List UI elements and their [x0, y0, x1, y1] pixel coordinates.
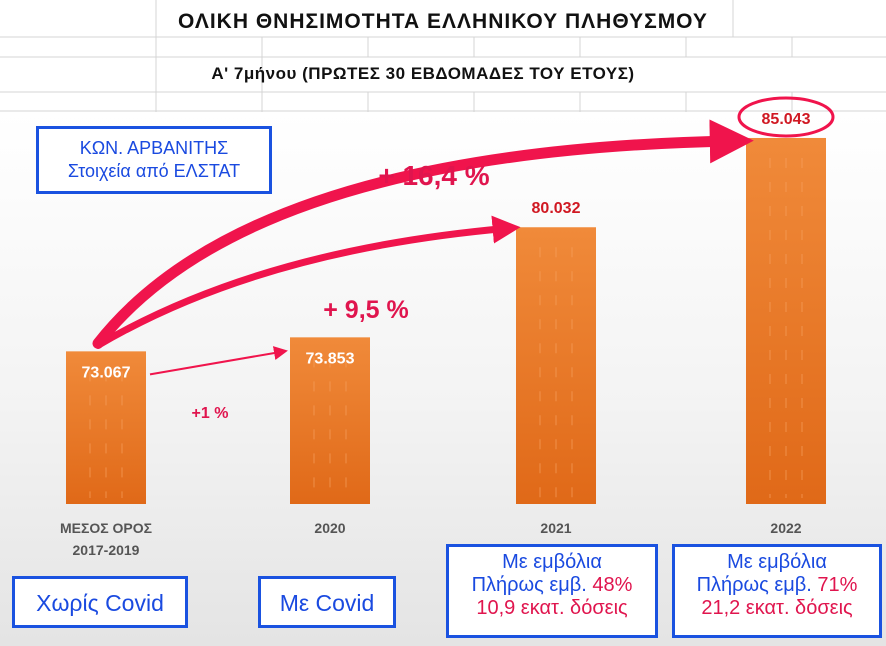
vaccine-2021-percent: 48% [592, 574, 633, 596]
grid-lines [0, 0, 886, 112]
author-name: ΚΩΝ. ΑΡΒΑΝΙΤΗΣ [79, 138, 229, 158]
vaccine-2021-prefix: Πλήρως εμβ. [471, 574, 587, 596]
vaccine-2022-percent: 71% [817, 574, 858, 596]
category-label-3-0: 2022 [770, 520, 801, 536]
bar-1 [290, 337, 370, 504]
with-covid-box: Με Covid [258, 576, 396, 628]
vaccine-2022-prefix: Πλήρως εμβ. [696, 574, 812, 596]
annotation-label-1: + 9,5 % [323, 296, 408, 324]
vaccine-box-2022: Με εμβόλια Πλήρως εμβ. 71% 21,2 εκατ. δό… [672, 544, 882, 638]
highlight-ellipse [737, 96, 835, 138]
arrow-medium [94, 215, 521, 349]
vaccine-2021-doses: 10,9 εκατ. δόσεις [476, 597, 628, 619]
vaccine-box-2021: Με εμβόλια Πλήρως εμβ. 48% 10,9 εκατ. δό… [446, 544, 658, 638]
bar-2 [516, 227, 596, 505]
no-covid-label: Χωρίς Covid [36, 590, 164, 616]
author-box: ΚΩΝ. ΑΡΒΑΝΙΤΗΣ Στοιχεία από ΕΛΣΤΑΤ [36, 126, 272, 194]
no-covid-box: Χωρίς Covid [12, 576, 188, 628]
bar-3 [746, 137, 826, 504]
vaccine-2021-line1: Με εμβόλια [502, 551, 602, 573]
annotation-label-2: + 16,4 % [378, 160, 489, 191]
category-label-1-0: 2020 [314, 520, 345, 536]
arrow-big [92, 119, 754, 349]
vaccine-2022-line2: Πλήρως εμβ. 71% [675, 574, 879, 597]
arrow-small [149, 346, 288, 376]
spreadsheet-grid [0, 0, 886, 112]
vaccine-2021-line2: Πλήρως εμβ. 48% [449, 574, 655, 597]
value-label-3: 85.043 [762, 111, 811, 128]
value-label-1: 73.853 [306, 350, 355, 367]
vaccine-2022-line1: Με εμβόλια [727, 551, 827, 573]
value-label-0: 73.067 [82, 364, 131, 381]
category-label-0-0: ΜΕΣΟΣ ΟΡΟΣ [60, 520, 152, 536]
author-source: Στοιχεία από ΕΛΣΤΑΤ [67, 161, 241, 181]
with-covid-label: Με Covid [279, 590, 375, 616]
vaccine-2022-doses: 21,2 εκατ. δόσεις [701, 597, 853, 619]
value-label-2: 80.032 [532, 200, 581, 217]
category-label-2-0: 2021 [540, 520, 571, 536]
page-title: ΟΛΙΚΗ ΘΝΗΣΙΜΟΤΗΤΑ ΕΛΛΗΝΙΚΟΥ ΠΛΗΘΥΣΜΟΥ [178, 10, 708, 33]
bar-0 [66, 351, 146, 504]
annotation-label-0: +1 % [192, 405, 229, 422]
page-subtitle: Α' 7μήνου (ΠΡΩΤΕΣ 30 ΕΒΔΟΜΑΔΕΣ ΤΟΥ ΕΤΟΥΣ… [211, 64, 635, 83]
category-label-0-1: 2017-2019 [73, 542, 140, 558]
